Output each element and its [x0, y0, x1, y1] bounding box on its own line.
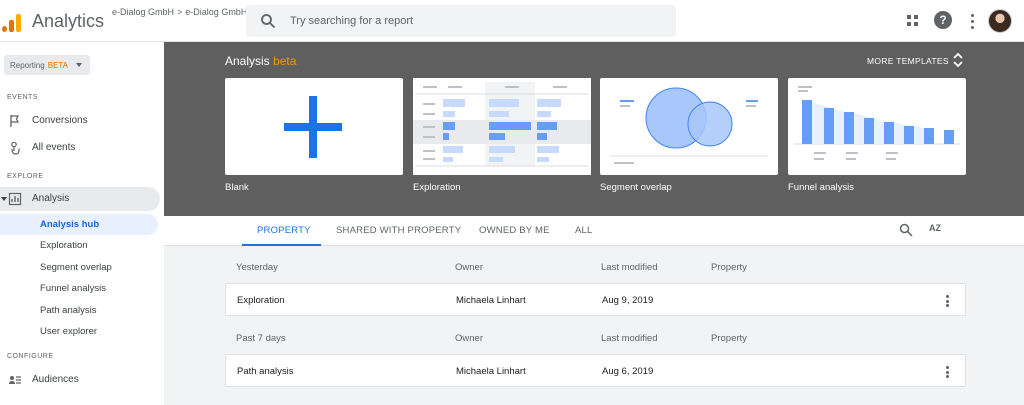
nav-subitem-exploration[interactable]: Exploration: [0, 235, 158, 256]
nav-subitem-label: Funnel analysis: [40, 283, 107, 294]
nav-subitem-label: Path analysis: [40, 305, 97, 316]
sort-az-icon[interactable]: AZ: [929, 223, 941, 233]
nav-subitem-label: Segment overlap: [40, 262, 112, 273]
nav-subitem-segment-overlap[interactable]: Segment overlap: [0, 257, 158, 278]
group-header: Past 7 days Owner Last modified Property: [225, 328, 966, 350]
analysis-filter-tabs: PROPERTY SHARED WITH PROPERTY OWNED BY M…: [164, 216, 1024, 246]
template-label-segment-overlap: Segment overlap: [600, 182, 672, 193]
user-avatar[interactable]: [988, 9, 1012, 33]
nav-subitem-path-analysis[interactable]: Path analysis: [0, 300, 158, 321]
analysis-owner: Michaela Linhart: [456, 295, 526, 306]
apps-grid-icon[interactable]: [904, 12, 922, 30]
tab-shared-with-property[interactable]: SHARED WITH PROPERTY: [336, 225, 462, 236]
reporting-label: Reporting: [10, 61, 45, 70]
nav-item-label: All events: [32, 142, 76, 153]
app-title[interactable]: Analytics: [32, 11, 105, 31]
analysis-last-modified: Aug 9, 2019: [602, 295, 654, 306]
column-header-owner: Owner: [455, 262, 483, 273]
unfold-more-icon[interactable]: [952, 52, 964, 68]
exploration-thumbnail: [413, 78, 591, 175]
template-gallery: Analysis beta MORE TEMPLATES Blank: [164, 42, 1024, 216]
search-placeholder: Try searching for a report: [290, 15, 414, 27]
group-title: Past 7 days: [236, 333, 286, 344]
column-header-last-modified: Last modified: [601, 333, 658, 344]
more-vert-icon[interactable]: [946, 366, 950, 378]
venn-thumbnail: [610, 87, 768, 164]
gallery-title-text: Analysis: [225, 54, 270, 68]
more-vert-icon[interactable]: [946, 295, 950, 307]
more-vert-icon[interactable]: [964, 12, 982, 30]
nav-subitem-label: Exploration: [40, 240, 88, 251]
gallery-beta-badge: beta: [273, 54, 297, 68]
nav-subitem-user-explorer[interactable]: User explorer: [0, 321, 158, 342]
column-header-property: Property: [711, 262, 747, 273]
nav-item-conversions[interactable]: Conversions: [0, 109, 160, 133]
column-header-owner: Owner: [455, 333, 483, 344]
section-label-explore: EXPLORE: [7, 173, 44, 180]
nav-subitem-funnel-analysis[interactable]: Funnel analysis: [0, 278, 158, 299]
beta-badge: BETA: [47, 61, 68, 70]
top-app-bar: Analytics e-Dialog GmbH > e-Dialog GmbH Tr…: [0, 0, 1024, 42]
expand-caret-icon[interactable]: [1, 197, 7, 201]
touch-icon: [11, 141, 20, 155]
flag-icon: [10, 115, 20, 127]
nav-subitem-label: User explorer: [40, 326, 98, 337]
nav-item-audiences[interactable]: Audiences: [0, 368, 160, 392]
column-header-property: Property: [711, 333, 747, 344]
analysis-name: Exploration: [237, 295, 285, 306]
analytics-logo-icon[interactable]: [2, 12, 22, 32]
analysis-icon: [8, 192, 22, 206]
tab-all[interactable]: ALL: [575, 225, 593, 236]
nav-subitem-label: Analysis hub: [40, 219, 100, 230]
search-icon: [261, 14, 276, 29]
nav-subitem-analysis-hub[interactable]: Analysis hub: [0, 214, 158, 235]
nav-item-analysis[interactable]: Analysis: [0, 187, 160, 211]
report-search-input[interactable]: Try searching for a report: [246, 5, 676, 37]
template-card-blank[interactable]: [225, 78, 403, 175]
search-icon[interactable]: [899, 223, 913, 237]
nav-item-label: Audiences: [32, 374, 79, 385]
template-card-funnel-analysis[interactable]: [788, 78, 966, 175]
table-row[interactable]: Exploration Michaela Linhart Aug 9, 2019: [225, 283, 966, 316]
section-label-events: EVENTS: [7, 94, 39, 101]
template-label-funnel-analysis: Funnel analysis: [788, 182, 855, 193]
breadcrumb-property: e-Dialog GmbH: [185, 7, 248, 17]
audience-icon: [9, 376, 21, 384]
template-label-blank: Blank: [225, 182, 249, 193]
account-breadcrumb[interactable]: e-Dialog GmbH > e-Dialog GmbH: [112, 7, 247, 17]
nav-item-label: Conversions: [32, 115, 88, 126]
breadcrumb-separator: >: [177, 7, 183, 17]
more-templates-button[interactable]: MORE TEMPLATES: [867, 56, 949, 66]
active-tab-indicator: [242, 244, 321, 246]
funnel-thumbnail: [794, 86, 960, 160]
analysis-last-modified: Aug 6, 2019: [602, 366, 654, 377]
reporting-dropdown[interactable]: Reporting BETA: [4, 55, 90, 75]
gallery-title: Analysis beta: [225, 54, 296, 68]
tab-property[interactable]: PROPERTY: [257, 225, 311, 236]
left-nav: Reporting BETA EVENTS Conversions All eve…: [0, 42, 164, 405]
nav-item-all-events[interactable]: All events: [0, 136, 160, 160]
table-row[interactable]: Path analysis Michaela Linhart Aug 6, 20…: [225, 354, 966, 387]
group-title: Yesterday: [236, 262, 278, 273]
help-icon[interactable]: ?: [934, 11, 952, 29]
section-label-configure: CONFIGURE: [7, 353, 54, 360]
template-label-exploration: Exploration: [413, 182, 461, 193]
analysis-name: Path analysis: [237, 366, 294, 377]
column-header-last-modified: Last modified: [601, 262, 658, 273]
chevron-down-icon: [76, 63, 82, 67]
nav-item-label: Analysis: [32, 193, 70, 204]
breadcrumb-account: e-Dialog GmbH: [112, 7, 175, 17]
tab-owned-by-me[interactable]: OWNED BY ME: [479, 225, 550, 236]
template-card-segment-overlap[interactable]: [600, 78, 778, 175]
analysis-owner: Michaela Linhart: [456, 366, 526, 377]
template-card-exploration[interactable]: [413, 78, 591, 175]
plus-icon: [284, 96, 342, 158]
main-content: Analysis beta MORE TEMPLATES Blank: [164, 42, 1024, 405]
group-header: Yesterday Owner Last modified Property: [225, 257, 966, 279]
